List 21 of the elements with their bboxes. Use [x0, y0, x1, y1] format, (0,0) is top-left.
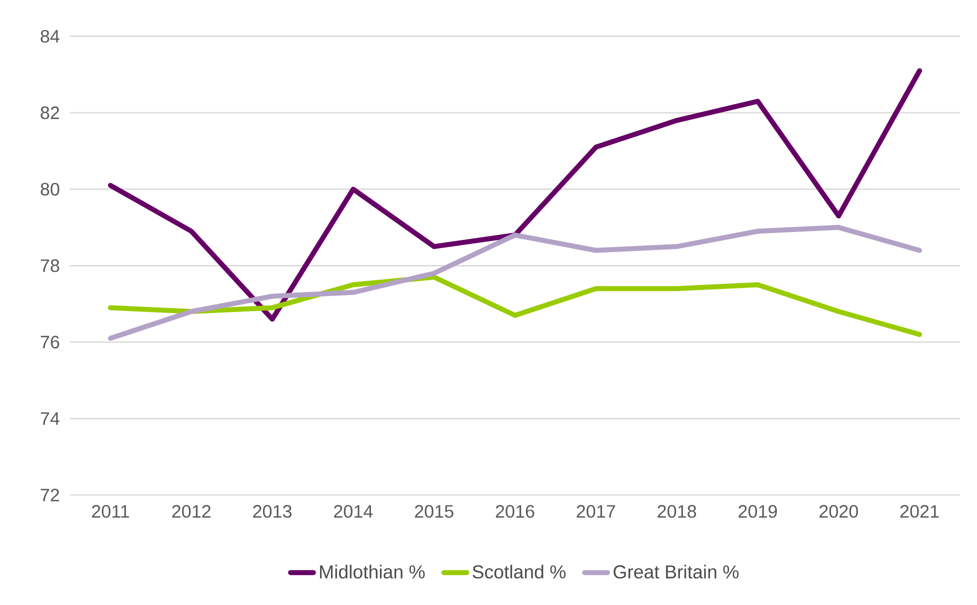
y-tick-label: 74	[40, 412, 60, 425]
x-tick-label: 2014	[334, 505, 373, 518]
x-tick-label: 2016	[496, 505, 534, 518]
legend-label: Great Britain %	[614, 564, 739, 579]
x-tick-label: 2020	[820, 505, 858, 518]
y-tick-label: 78	[40, 259, 60, 272]
y-tick-label: 84	[40, 30, 60, 43]
x-tick-label: 2013	[253, 505, 292, 518]
x-tick-label: 2012	[172, 505, 210, 518]
legend-label: Midlothian %	[320, 564, 425, 579]
y-tick-label: 76	[40, 336, 60, 348]
x-tick-label: 2021	[900, 505, 939, 518]
x-tick-label: 2018	[658, 505, 696, 518]
y-tick-label: 80	[40, 182, 60, 196]
x-tick-label: 2019	[738, 505, 777, 518]
y-tick-label: 72	[40, 488, 60, 502]
x-tick-label: 2011	[92, 505, 129, 518]
x-tick-label: 2017	[576, 505, 616, 518]
y-tick-label: 82	[40, 106, 60, 120]
x-tick-label: 2015	[414, 505, 454, 518]
legend-label: Scotland %	[472, 564, 566, 579]
